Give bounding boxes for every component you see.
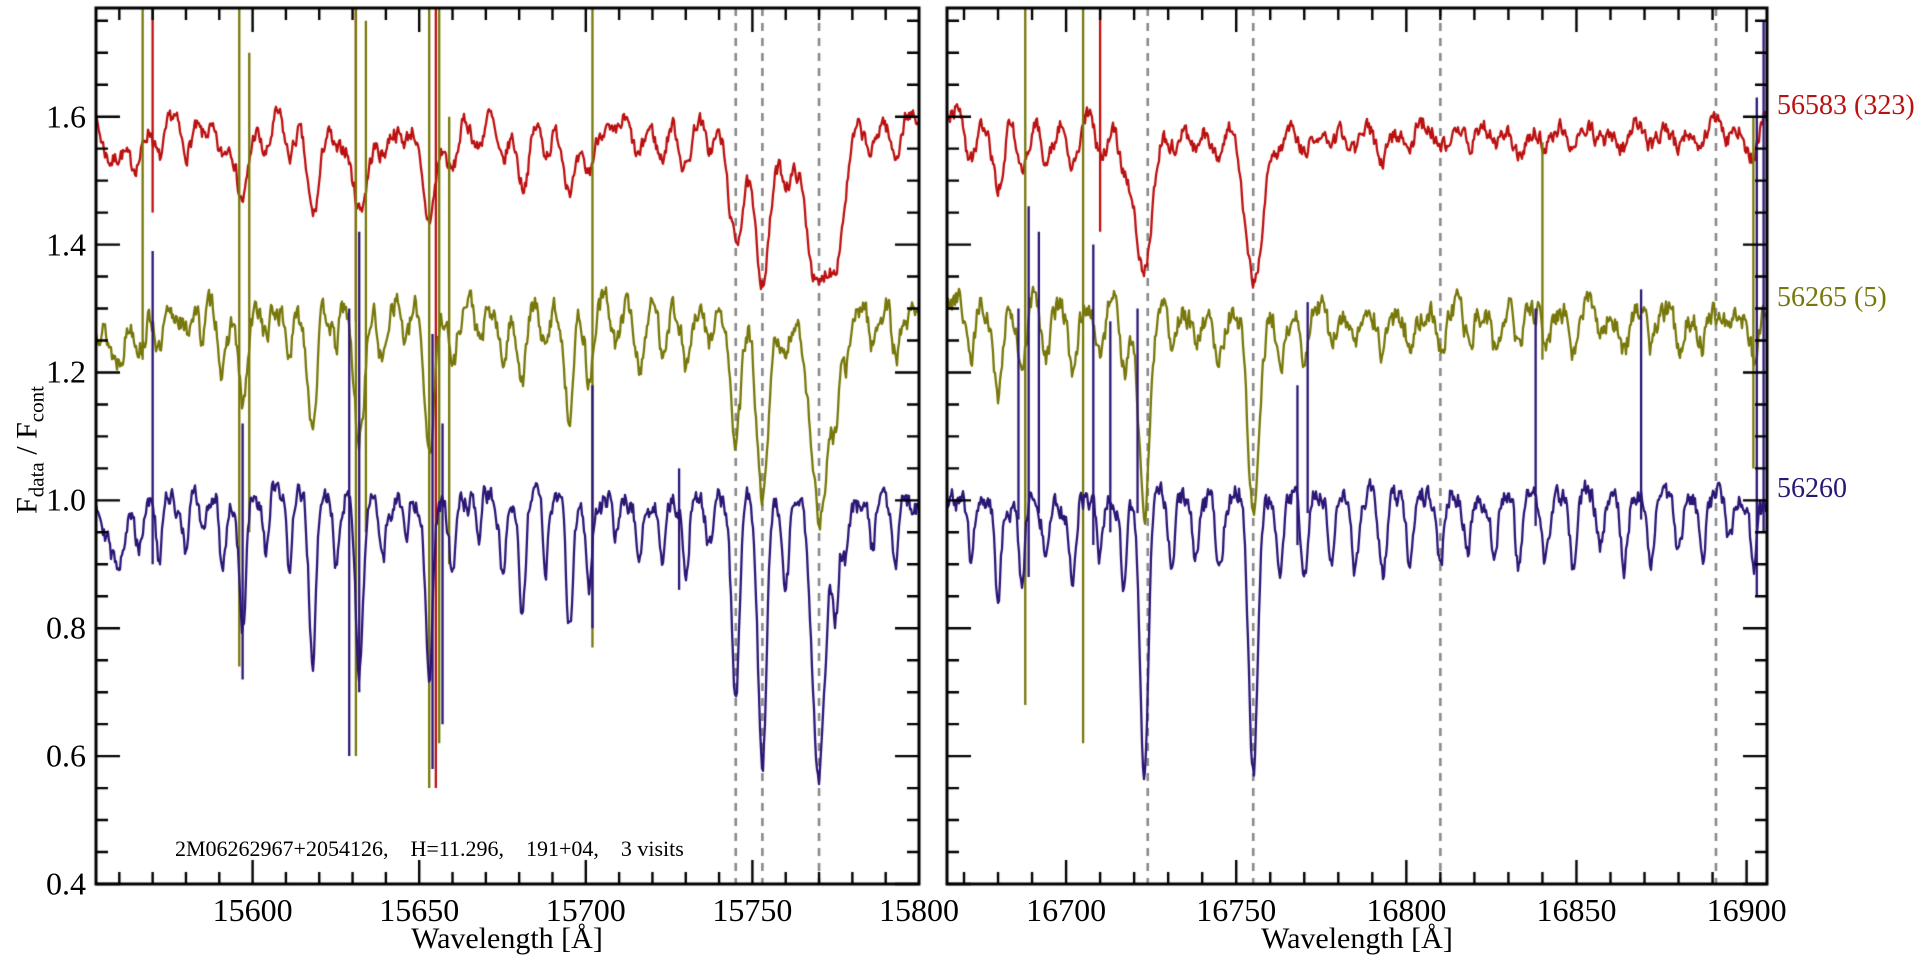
y-axis-title-sub2: cont <box>24 386 49 423</box>
x-axis-title-right-panel: Wavelength [Å] <box>1261 922 1453 955</box>
y-tick-label: 0.4 <box>46 865 86 902</box>
y-tick-label: 1.4 <box>46 226 86 263</box>
y-axis-title-f1: F <box>10 497 44 514</box>
x-tick-label: 16850 <box>1536 892 1617 928</box>
y-tick-label: 1.0 <box>46 481 86 518</box>
series-label-56265: 56265 (5) <box>1777 281 1887 313</box>
x-tick-label: 16800 <box>1366 892 1447 928</box>
y-tick-label: 1.6 <box>46 98 86 135</box>
y-axis-title-mid: / F <box>10 422 44 463</box>
x-tick-label: 16700 <box>1026 892 1107 928</box>
y-tick-label: 0.8 <box>46 609 86 646</box>
target-annotation: 2M06262967+2054126, H=11.296, 191+04, 3 … <box>175 836 684 861</box>
y-axis-title-sub1: data <box>24 462 49 498</box>
x-tick-label: 16750 <box>1196 892 1277 928</box>
x-tick-label: 15650 <box>379 892 460 928</box>
x-tick-label: 15750 <box>712 892 793 928</box>
y-tick-label: 0.6 <box>46 737 86 774</box>
x-axis-title-left-panel: Wavelength [Å] <box>411 922 603 955</box>
x-tick-label: 15700 <box>545 892 626 928</box>
y-axis-title: Fdata / Fcont <box>11 386 50 514</box>
x-tick-label: 15800 <box>879 892 959 928</box>
series-label-56583: 56583 (323) <box>1777 89 1915 121</box>
x-tick-label: 16900 <box>1706 892 1787 928</box>
y-tick-label: 1.2 <box>46 353 86 390</box>
x-tick-label: 15600 <box>212 892 293 928</box>
series-label-56260: 56260 <box>1777 473 1847 505</box>
